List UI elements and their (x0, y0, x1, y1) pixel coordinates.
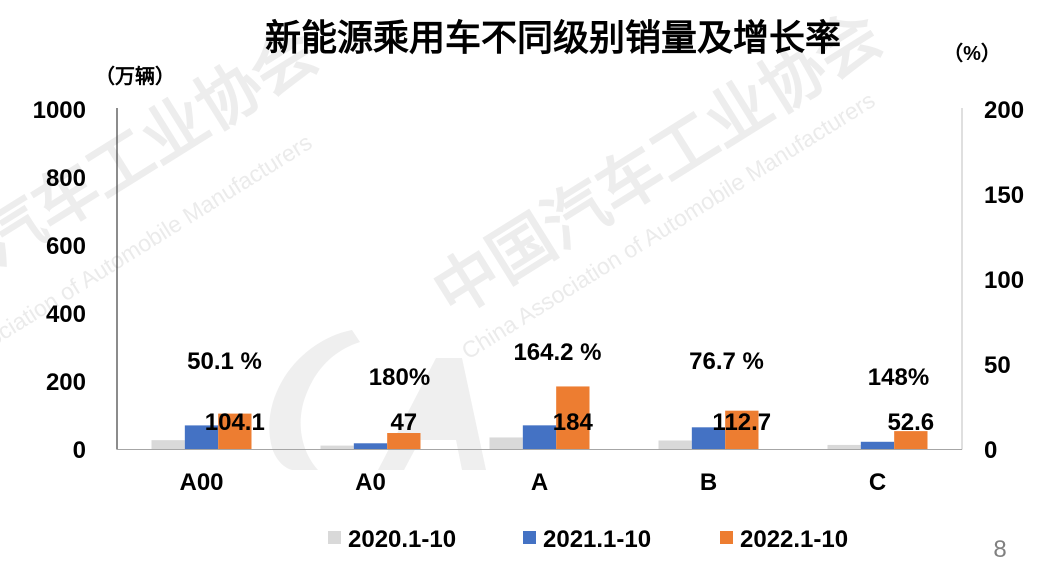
bar-s1-a (522, 425, 557, 449)
x-tick-label-a: A (531, 469, 548, 496)
page-number: 8 (993, 536, 1006, 563)
bar-s2-a00 (218, 413, 252, 449)
legend-label-2021: 2021.1-10 (543, 526, 651, 553)
data-label-s2-a00: 104.1 (205, 409, 265, 436)
bar-s1-a0 (353, 443, 388, 449)
y-tick-label-600: 600 (46, 233, 86, 260)
y2-axis-ticks: 0 50 100 150 200 (984, 97, 1024, 464)
y2-tick-label-150: 150 (984, 182, 1024, 209)
data-label-s2-a: 184 (553, 409, 594, 436)
axes (116, 108, 963, 450)
legend-swatch-2020 (328, 531, 341, 544)
y-tick-label-0: 0 (73, 437, 86, 464)
growth-rate-labels: 50.1 % 180% 164.2 % 76.7 % 148% (187, 339, 929, 391)
series-0-bars (151, 437, 861, 449)
y2-tick-label-200: 200 (984, 97, 1024, 124)
bar-s1-a00 (184, 425, 219, 449)
data-label-s2-b: 112.7 (712, 409, 771, 436)
legend-swatch-2021 (523, 531, 536, 544)
chart-marks: 0 200 400 600 800 1000 0 50 100 150 200 A00 A0 A B C 104… (33, 97, 1024, 496)
growth-label-a00: 50.1 % (187, 348, 262, 375)
bar-s2-c (894, 431, 928, 449)
y2-tick-label-50: 50 (984, 352, 1011, 379)
y-tick-label-1000: 1000 (33, 97, 86, 124)
legend-label-2020: 2020.1-10 (348, 526, 456, 553)
y2-tick-label-100: 100 (984, 267, 1024, 294)
x-tick-label-a00: A00 (179, 469, 223, 496)
growth-label-a0: 180% (369, 364, 430, 391)
data-label-s2-c: 52.6 (887, 409, 934, 436)
y-tick-label-400: 400 (46, 301, 86, 328)
series-2-data-labels: 104.1 47 184 112.7 52.6 (205, 409, 934, 436)
x-axis-ticks: A00 A0 A B C (179, 469, 886, 496)
legend-label-2022: 2022.1-10 (740, 526, 848, 553)
bar-s2-b (725, 410, 759, 449)
series-1-bars (184, 425, 895, 449)
x-tick-label-b: B (700, 469, 717, 496)
legend: 2020.1-10 2021.1-10 2022.1-10 (328, 526, 848, 553)
bar-s2-a0 (387, 433, 421, 449)
y-tick-label-200: 200 (46, 369, 86, 396)
y-axis-ticks: 0 200 400 600 800 1000 (33, 97, 86, 464)
y-axis-title: （万辆） (95, 64, 175, 88)
caam-logo-watermark (269, 330, 486, 470)
legend-swatch-2022 (720, 531, 733, 544)
y2-axis-title: （%） (943, 42, 1001, 65)
y-tick-label-800: 800 (46, 165, 86, 192)
growth-label-b: 76.7 % (689, 348, 764, 375)
bar-s0-a0 (320, 445, 354, 449)
bar-s0-a00 (151, 440, 185, 449)
chart-title: 新能源乘用车不同级别销量及增长率 (265, 17, 841, 58)
series-2-bars (218, 386, 928, 449)
bar-s0-b (658, 440, 692, 449)
bar-s1-c (860, 441, 895, 449)
growth-label-c: 148% (868, 364, 929, 391)
bar-s0-a (489, 437, 523, 449)
x-tick-label-a0: A0 (355, 469, 386, 496)
data-label-s2-a0: 47 (390, 409, 417, 436)
bar-s2-a (556, 386, 590, 449)
growth-label-a: 164.2 % (513, 339, 601, 366)
y2-tick-label-0: 0 (984, 437, 997, 464)
bar-s1-b (691, 427, 726, 449)
bar-s0-c (827, 444, 861, 449)
x-tick-label-c: C (869, 469, 886, 496)
